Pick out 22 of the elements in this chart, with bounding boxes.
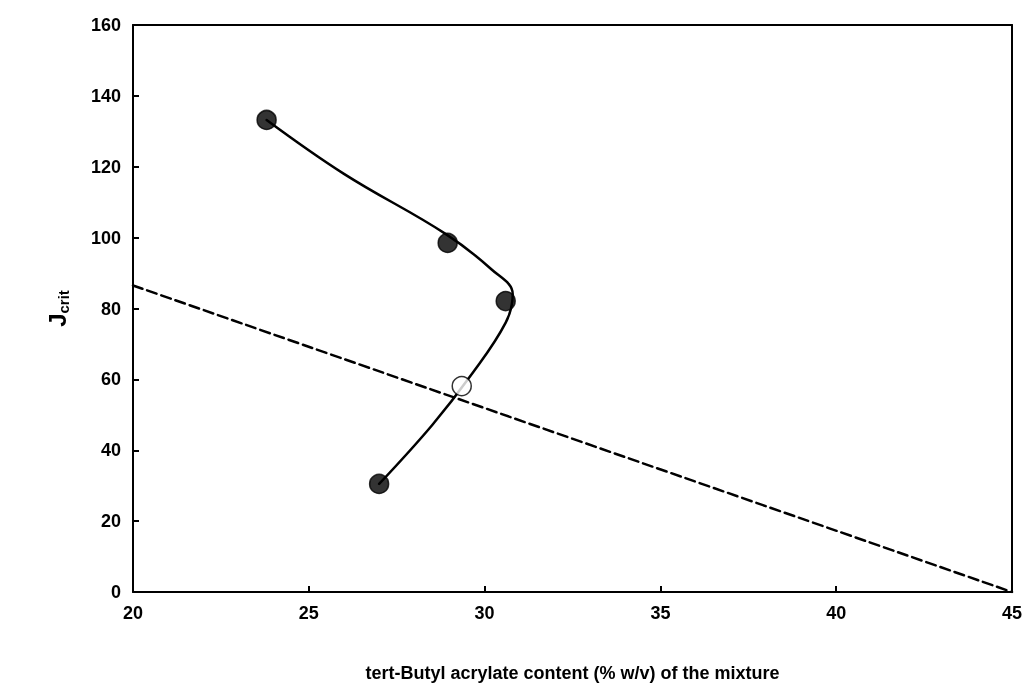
point	[451, 375, 472, 397]
point	[495, 290, 516, 312]
y-tick-label: 60	[100, 369, 121, 390]
x-axis-title: tert-Butyl acrylate content (% w/v) of the mixture	[365, 663, 780, 683]
x-tick-label: 20	[122, 603, 144, 623]
y-tick-label: 0	[110, 582, 121, 602]
y-tick-label: 140	[90, 85, 121, 106]
y-tick-label: 40	[100, 440, 121, 461]
x-tick-label: 35	[650, 603, 671, 623]
y-tick-label: 120	[90, 156, 121, 177]
y-tick-label: 80	[100, 298, 121, 319]
y-axis-title: Jcrit	[44, 290, 72, 327]
x-tick-label: 25	[298, 603, 319, 623]
point	[256, 109, 277, 131]
x-tick-label: 40	[826, 603, 847, 623]
y-tick-label: 20	[100, 511, 121, 532]
y-tick-label: 160	[90, 15, 121, 35]
point	[437, 232, 458, 254]
y-tick-label: 100	[90, 227, 121, 248]
x-tick-label: 45	[1001, 603, 1022, 623]
point	[368, 473, 390, 495]
x-tick-label: 30	[474, 603, 495, 623]
